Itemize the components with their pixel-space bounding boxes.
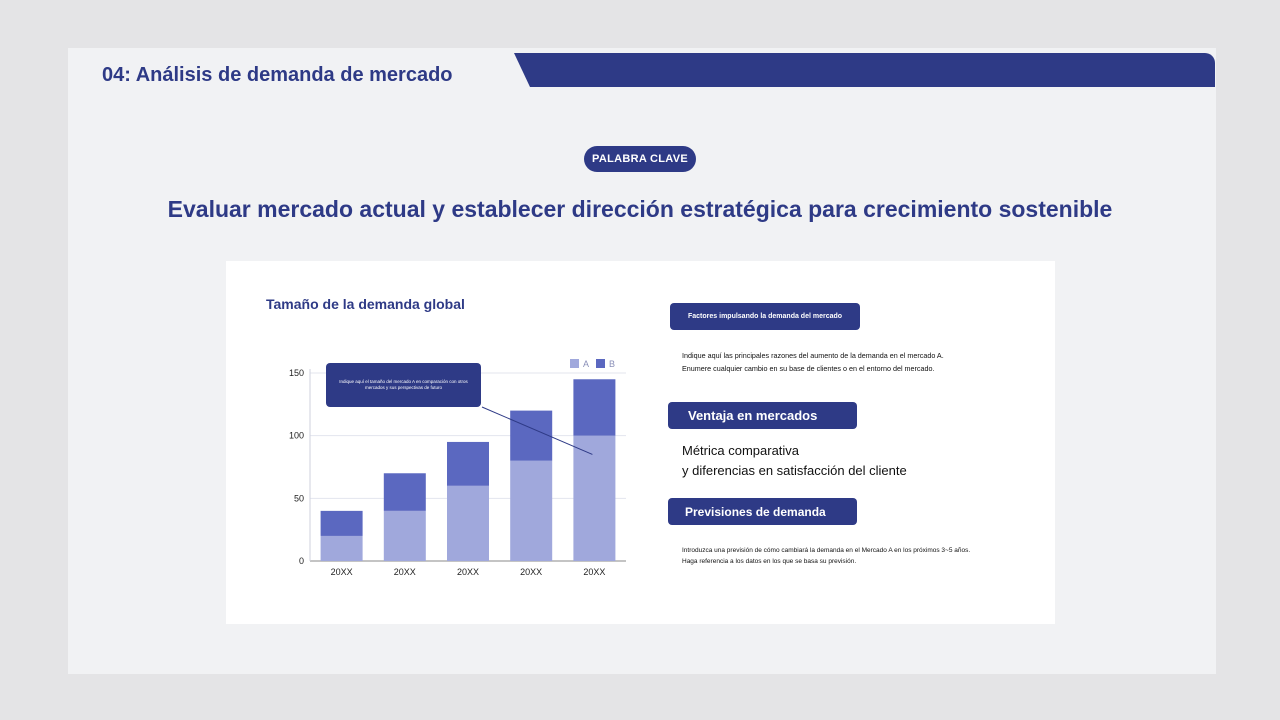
bar-segment-a	[383, 510, 426, 561]
bar-segment-b	[383, 473, 426, 511]
x-tick-label: 20XX	[583, 567, 605, 577]
legend-label: A	[583, 359, 589, 369]
header-band	[514, 53, 1215, 87]
callout-connector	[481, 406, 593, 455]
bar-segment-b	[447, 441, 489, 486]
x-tick-label: 20XX	[394, 567, 416, 577]
keyword-badge: PALABRA CLAVE	[584, 146, 696, 172]
legend-label: B	[609, 359, 615, 369]
slide: 04: Análisis de demanda de mercado PALAB…	[68, 48, 1216, 674]
stacked-bar-chart: 0 50 100 150 20XX 20XX 20XX 20XX 20XX A B	[289, 359, 626, 577]
x-tick-label: 20XX	[520, 567, 542, 577]
chart-callout: Indique aquí el tamaño del mercado A en …	[326, 363, 481, 407]
content-card: Tamaño de la demanda global 0 50 100 150 20X…	[226, 261, 1055, 624]
bar-segment-a	[510, 460, 553, 561]
y-tick-label: 50	[294, 493, 304, 503]
y-tick-label: 150	[289, 368, 304, 378]
section-text-drivers: Indique aquí las principales razones del…	[682, 351, 944, 373]
chart-title: Tamaño de la demanda global	[266, 296, 465, 312]
legend-swatch	[570, 359, 579, 368]
bar-segment-a	[447, 485, 489, 561]
section-text-forecast: Introduzca una previsión de cómo cambiar…	[682, 547, 971, 565]
x-tick-label: 20XX	[331, 567, 353, 577]
bar-segment-b	[320, 510, 363, 536]
bar-segment-a	[320, 535, 363, 561]
y-tick-label: 0	[299, 556, 304, 566]
section-label-drivers: Factores impulsando la demanda del merca…	[670, 303, 860, 330]
headline: Evaluar mercado actual y establecer dire…	[167, 196, 1113, 222]
section-label-advantage: Ventaja en mercados	[668, 402, 857, 429]
legend-swatch	[596, 359, 605, 368]
y-tick-label: 100	[289, 431, 304, 441]
bar-segment-b	[510, 410, 553, 461]
section-text-advantage: Métrica comparativa y diferencias en sat…	[682, 443, 907, 478]
bar-segment-b	[573, 379, 616, 436]
slide-title: 04: Análisis de demanda de mercado	[102, 64, 453, 86]
x-tick-label: 20XX	[457, 567, 479, 577]
bar-segment-a	[573, 435, 616, 561]
section-label-forecast: Previsiones de demanda	[668, 498, 857, 525]
